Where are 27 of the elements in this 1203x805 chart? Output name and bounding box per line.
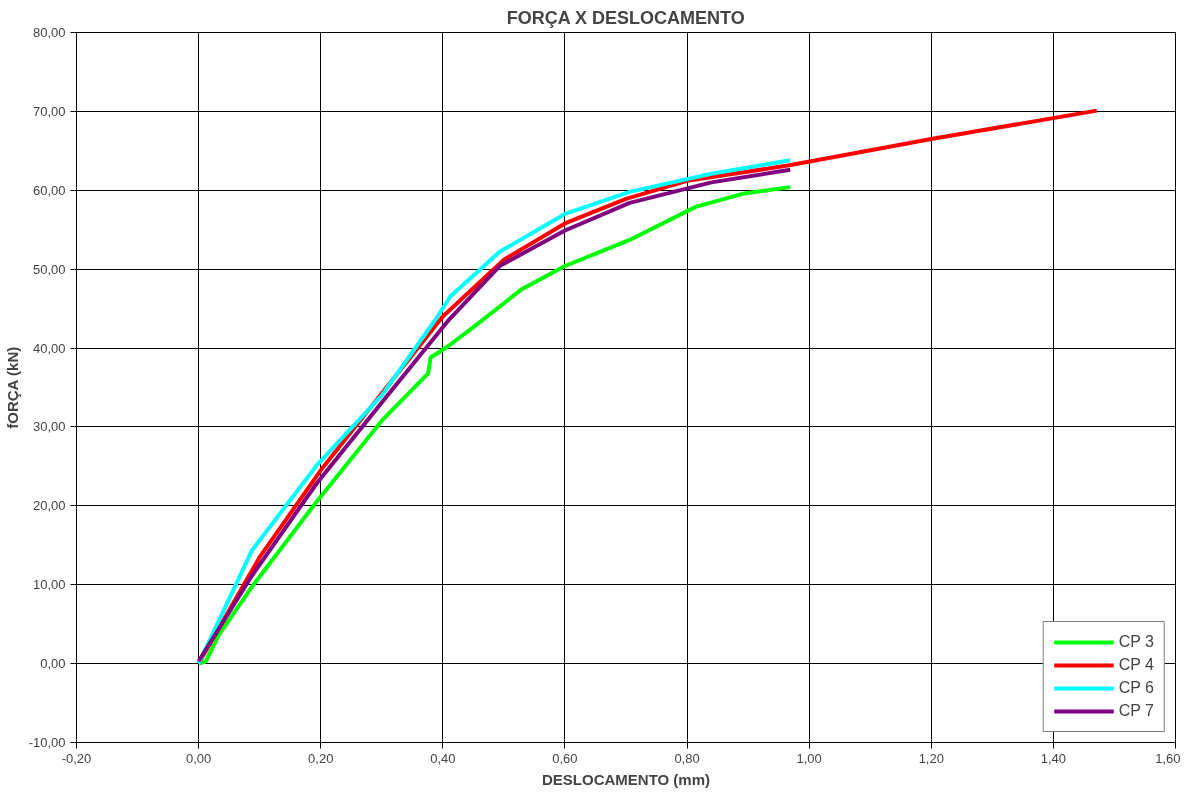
legend-label: CP 4 (1118, 656, 1154, 674)
x-tick-label: -0,20 (61, 750, 92, 766)
legend-label: CP 7 (1118, 702, 1154, 720)
y-tick-label: 40,00 (32, 340, 66, 356)
y-tick-label: 80,00 (32, 25, 66, 40)
x-tick-label: 1,00 (796, 750, 822, 766)
x-axis-title: DESLOCAMENTO (mm) (541, 770, 711, 788)
x-tick-label: 0,20 (308, 750, 334, 766)
y-tick-label: 0,00 (40, 656, 66, 672)
x-tick-label: 1,60 (1155, 750, 1181, 766)
x-tick-label: 0,80 (674, 750, 700, 766)
x-tick-label: 1,20 (918, 750, 944, 766)
y-tick-label: 10,00 (32, 577, 66, 593)
y-tick-label: 60,00 (32, 182, 66, 198)
y-tick-label: -10,00 (28, 735, 66, 750)
legend-label: CP 3 (1118, 633, 1154, 651)
y-tick-label: 70,00 (32, 103, 66, 119)
y-axis-title: fORÇA (kN) (3, 346, 21, 429)
x-tick-label: 1,40 (1040, 750, 1067, 766)
chart-title: FORÇA X DESLOCAMENTO (506, 7, 745, 28)
y-tick-label: 50,00 (32, 261, 66, 277)
x-tick-label: 0,00 (185, 750, 212, 766)
y-tick-label: 30,00 (32, 419, 66, 435)
x-tick-label: 0,60 (552, 750, 578, 766)
x-tick-label: 0,40 (430, 750, 456, 766)
legend-label: CP 6 (1118, 679, 1154, 697)
y-tick-label: 20,00 (32, 498, 66, 514)
